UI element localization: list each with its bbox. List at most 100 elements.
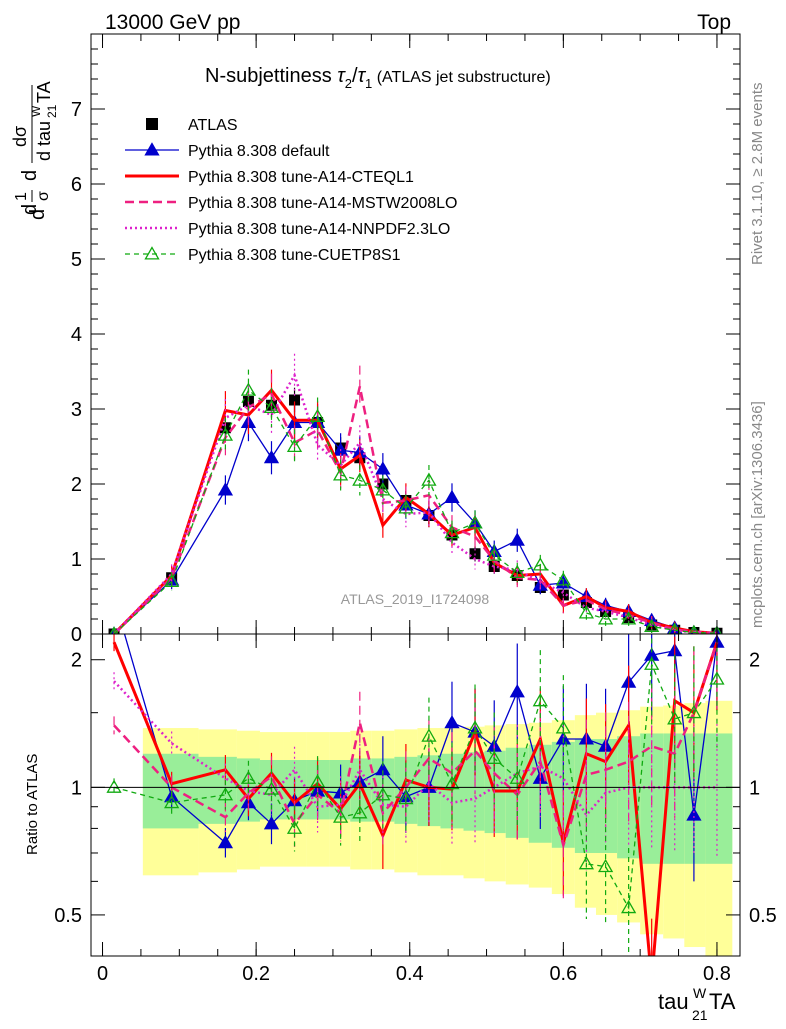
legend-item: Pythia 8.308 tune-CUETP8S1 xyxy=(125,246,401,264)
series-marker xyxy=(217,482,234,496)
analysis-watermark: ATLAS_2019_I1724098 xyxy=(341,591,490,607)
ratio-marker xyxy=(332,809,349,823)
tau-2: τ xyxy=(337,65,346,87)
ratio-marker xyxy=(240,770,257,784)
legend-item: Pythia 8.308 default xyxy=(125,142,330,160)
ratio-marker xyxy=(578,856,595,870)
title-slash: / xyxy=(352,65,358,87)
series-marker xyxy=(597,611,614,625)
ylabel-dtau: d tau xyxy=(34,121,54,161)
ratio-uncertainty-bands xyxy=(142,700,733,956)
ratio-band-inner xyxy=(705,733,733,864)
series-marker xyxy=(644,618,660,633)
series-marker xyxy=(375,482,391,496)
ratio-marker xyxy=(532,692,548,707)
legend-item: ATLAS xyxy=(146,117,238,134)
ratio-marker xyxy=(509,770,525,784)
ratio-marker xyxy=(709,671,725,685)
ratio-marker xyxy=(164,794,180,809)
tau-2-sub: 2 xyxy=(345,76,352,91)
legend-item: Pythia 8.308 tune-A14-MSTW2008LO xyxy=(125,195,457,212)
ratio-marker xyxy=(286,820,303,834)
series-marker xyxy=(286,438,303,453)
legend-marker xyxy=(144,246,160,260)
series-5 xyxy=(109,369,722,634)
x-tick-label: 0 xyxy=(97,963,108,985)
legend-marker xyxy=(144,142,160,156)
series-marker xyxy=(352,472,368,486)
x-tick-label: 0.8 xyxy=(703,963,731,985)
x-tick-label: 0.2 xyxy=(242,963,270,985)
ratio-band-inner xyxy=(595,739,618,853)
ratio-marker xyxy=(309,774,326,788)
legend-label: Pythia 8.308 tune-A14-CTEQL1 xyxy=(188,169,414,186)
ratio-marker xyxy=(375,787,391,801)
mcplots-side-label: mcplots.cern.ch [arXiv:1306.3436] xyxy=(749,401,766,628)
ratio-marker xyxy=(263,781,280,795)
ratio-marker xyxy=(106,779,122,793)
rivet-side-label: Rivet 3.1.10, ≥ 2.8M events xyxy=(749,83,766,266)
xlabel-sub-21: 21 xyxy=(692,1007,708,1023)
tau-1-sub: 1 xyxy=(365,76,372,91)
ylabel-ta: TA xyxy=(34,81,54,103)
x-tick-label: 0.4 xyxy=(396,963,424,985)
main-y-tick-label: 3 xyxy=(71,399,82,421)
series-marker xyxy=(444,524,460,539)
series-marker xyxy=(309,408,326,423)
xlabel-tau: tau xyxy=(658,989,689,1014)
series-marker xyxy=(486,547,502,561)
ratio-marker xyxy=(217,787,234,801)
series-marker xyxy=(509,532,525,546)
series-marker xyxy=(712,625,722,634)
series-marker xyxy=(421,472,437,486)
series-marker xyxy=(555,572,571,586)
legend: ATLAS Pythia 8.308 default Pythia 8.308 tu… xyxy=(125,117,457,264)
xlabel-sup-w: W xyxy=(693,985,707,1001)
process-label: Top xyxy=(697,11,731,34)
ylabel-sub-21: 21 xyxy=(45,104,59,118)
main-y-tick-label: 2 xyxy=(71,474,82,496)
series-marker xyxy=(444,489,460,504)
ratio-series-line xyxy=(113,664,718,910)
tau-1: τ xyxy=(358,65,367,87)
ratio-y-tick-label-right: 1 xyxy=(749,777,760,799)
series-marker xyxy=(398,500,414,514)
ratio-marker xyxy=(444,714,460,729)
legend-marker xyxy=(146,118,158,130)
ylabel-sigma: σ xyxy=(35,191,52,201)
ratio-series-group xyxy=(106,634,725,956)
series-marker xyxy=(688,624,700,634)
ylabel-one: 1 xyxy=(13,192,30,201)
ylabel-d2: d xyxy=(19,170,41,181)
ratio-y-tick-label: 1 xyxy=(71,777,82,799)
ratio-band-inner xyxy=(350,758,372,822)
series-marker xyxy=(164,573,180,588)
ratio-ylabel: Ratio to ATLAS xyxy=(24,754,41,855)
series-marker xyxy=(332,467,349,481)
main-y-tick-label: 5 xyxy=(71,249,82,271)
ratio-marker xyxy=(686,704,702,719)
ratio-marker xyxy=(217,834,234,849)
series-marker xyxy=(217,427,234,441)
ratio-marker xyxy=(509,684,525,698)
ratio-panel-frame xyxy=(90,633,741,957)
series-marker xyxy=(532,557,548,571)
series-marker xyxy=(240,382,257,396)
ratio-marker xyxy=(667,711,683,725)
ratio-marker xyxy=(444,775,460,790)
series-marker xyxy=(578,605,595,619)
ylabel-d: d xyxy=(19,204,41,215)
ylabel-frac-1: d xyxy=(27,209,49,220)
main-y-tick-label: 4 xyxy=(71,324,82,346)
ratio-band-inner xyxy=(198,756,237,824)
ratio-marker xyxy=(644,656,660,670)
ylabel-dsigma: dσ xyxy=(10,126,30,147)
plot-title-group: N-subjettiness τ2/τ1 (ATLAS jet substruc… xyxy=(205,65,551,91)
ratio-y-tick-label: 2 xyxy=(71,650,82,672)
x-axis-title: tau W 21 TA xyxy=(658,985,736,1023)
plot-subtitle: (ATLAS jet substructure) xyxy=(372,69,550,86)
series-marker xyxy=(509,564,525,579)
